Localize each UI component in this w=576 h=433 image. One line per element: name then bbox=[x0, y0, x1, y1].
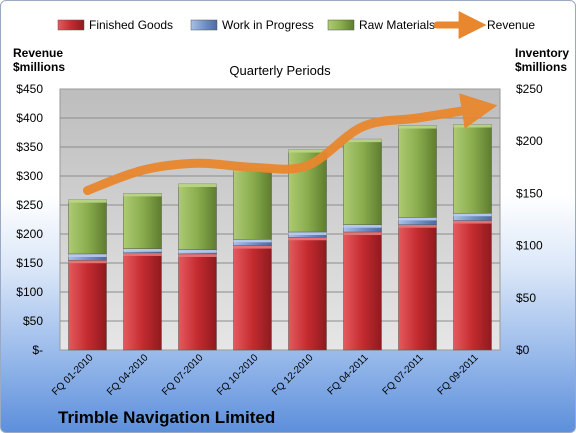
bar-series bbox=[68, 124, 492, 351]
company-name: Trimble Navigation Limited bbox=[58, 408, 275, 427]
x-tick-label: FQ 09-2011 bbox=[436, 352, 481, 397]
bar-work-in-progress bbox=[233, 239, 272, 246]
bar-finished-goods bbox=[233, 245, 272, 351]
svg-text:Raw Materials: Raw Materials bbox=[359, 18, 435, 32]
legend-item-revenue: Revenue bbox=[433, 11, 535, 39]
left-tick-label: $350 bbox=[16, 140, 43, 154]
x-tick-label: FQ 04-2011 bbox=[326, 352, 371, 397]
left-axis-ticks: $- $50 $100 $150 $200 $250 $300 $350 $400 $450 bbox=[16, 82, 43, 357]
bar-raw-materials bbox=[398, 125, 437, 218]
right-axis-ticks: $0 $50 $100 $150 $200 $250 bbox=[516, 82, 543, 357]
bar-finished-goods bbox=[398, 224, 437, 351]
right-axis-title-line1: Inventory bbox=[515, 46, 569, 60]
x-tick-label: FQ 07-2010 bbox=[160, 352, 206, 398]
left-axis-title-line2: $millions bbox=[13, 60, 65, 74]
left-axis-title-line1: Revenue bbox=[13, 46, 63, 60]
left-tick-label: $300 bbox=[16, 169, 43, 183]
legend-item-finished-goods: Finished Goods bbox=[57, 18, 173, 32]
x-tick-label: FQ 01-2010 bbox=[50, 352, 96, 398]
svg-text:Work in Progress: Work in Progress bbox=[222, 18, 314, 32]
legend-item-raw-materials: Raw Materials bbox=[327, 18, 435, 32]
bar-raw-materials bbox=[343, 138, 382, 225]
right-tick-label: $50 bbox=[516, 291, 536, 305]
x-tick-label: FQ 07-2011 bbox=[381, 352, 426, 397]
bar-raw-materials bbox=[123, 193, 162, 249]
left-tick-label: $400 bbox=[16, 111, 43, 125]
x-tick-label: FQ 04-2010 bbox=[105, 352, 151, 398]
bar-raw-materials bbox=[233, 168, 272, 240]
bar-raw-materials bbox=[178, 183, 217, 251]
left-tick-label: $150 bbox=[16, 256, 43, 270]
right-tick-label: $150 bbox=[516, 186, 543, 200]
bar-work-in-progress bbox=[398, 217, 437, 225]
left-tick-label: $450 bbox=[16, 82, 43, 96]
bar-finished-goods bbox=[123, 252, 162, 351]
bar-work-in-progress bbox=[178, 249, 217, 255]
legend-item-work-in-progress: Work in Progress bbox=[190, 18, 314, 32]
bar-finished-goods bbox=[178, 253, 217, 351]
svg-text:Revenue: Revenue bbox=[487, 18, 535, 32]
right-tick-label: $200 bbox=[516, 134, 543, 148]
left-tick-label: $200 bbox=[16, 227, 43, 241]
x-tick-label: FQ 10-2010 bbox=[215, 352, 261, 398]
revenue-line-path bbox=[83, 93, 498, 195]
bar-finished-goods bbox=[343, 231, 382, 351]
left-tick-label: $250 bbox=[16, 198, 43, 212]
bar-raw-materials bbox=[453, 124, 492, 214]
left-tick-label: $50 bbox=[23, 314, 43, 328]
right-tick-label: $0 bbox=[516, 343, 530, 357]
legend: Finished Goods Work in Progress Raw Materi… bbox=[57, 11, 535, 39]
chart-title: Quarterly Periods bbox=[229, 63, 331, 78]
right-tick-label: $100 bbox=[516, 239, 543, 253]
bar-work-in-progress bbox=[288, 231, 327, 238]
bar-raw-materials bbox=[68, 199, 107, 255]
bar-finished-goods bbox=[68, 259, 107, 351]
revenue-line bbox=[83, 93, 498, 195]
bar-work-in-progress bbox=[68, 253, 107, 261]
bar-work-in-progress bbox=[453, 212, 492, 221]
bar-finished-goods bbox=[288, 236, 327, 351]
bar-finished-goods bbox=[453, 220, 492, 351]
bar-work-in-progress bbox=[343, 224, 382, 233]
right-tick-label: $250 bbox=[516, 82, 543, 96]
left-tick-label: $- bbox=[32, 343, 43, 357]
svg-text:Finished Goods: Finished Goods bbox=[89, 18, 173, 32]
right-axis-title-line2: $millions bbox=[515, 60, 567, 74]
x-axis-labels: FQ 01-2010 FQ 04-2010 FQ 07-2010 FQ 10-2010… bbox=[50, 352, 481, 398]
bar-work-in-progress bbox=[123, 248, 162, 254]
left-tick-label: $100 bbox=[16, 285, 43, 299]
x-tick-label: FQ 12-2010 bbox=[270, 352, 316, 398]
